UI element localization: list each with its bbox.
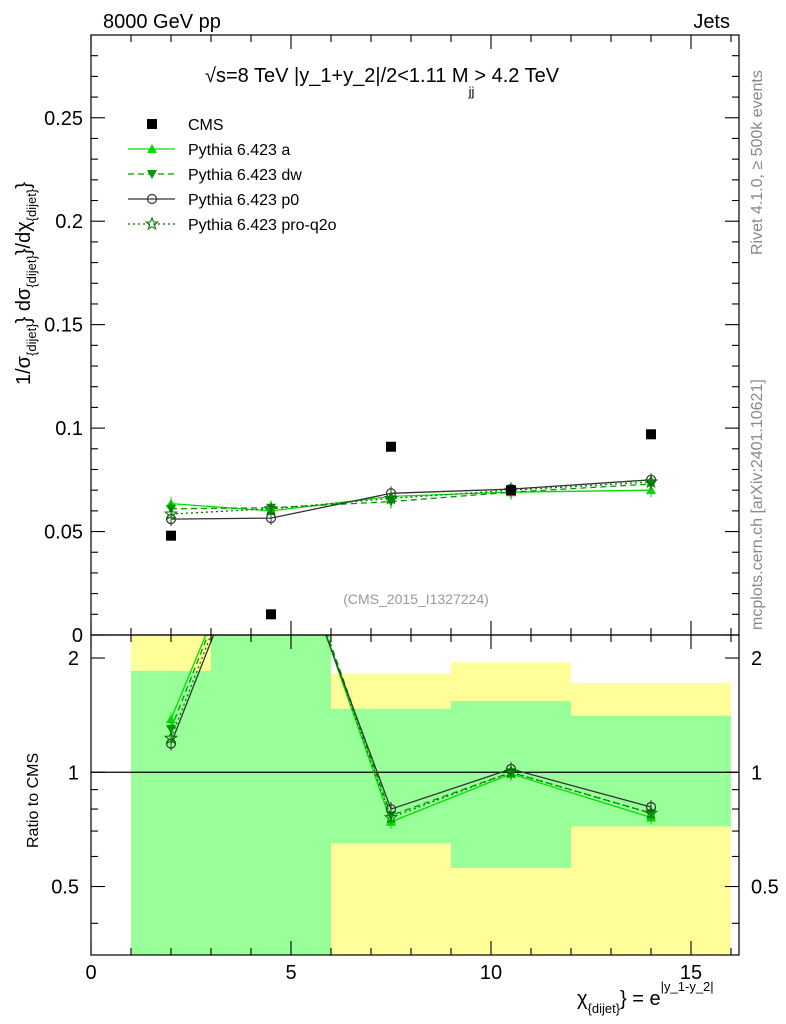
header-right: Jets <box>693 11 730 33</box>
title-text: s=8 TeV |y_1+y_2|/2<1.11 M <box>216 65 469 87</box>
ratio-y-tick-label-l-0: 0.5 <box>51 877 79 899</box>
header-left: 8000 GeV pp <box>103 11 221 33</box>
cms-point-3 <box>506 485 516 496</box>
ratio-y-tick-label-r-0: 0.5 <box>751 877 779 899</box>
legend-label-2: Pythia 6.423 dw <box>188 167 302 184</box>
ratio-series-marker-0-1 <box>266 472 276 481</box>
main-y-axis-label: 1/σ{dijet}} dσ{dijet}}/dχ{dijet}} <box>13 182 39 385</box>
x-tick-label-1: 5 <box>285 962 296 984</box>
ratio-uncertainty-bands <box>131 635 731 955</box>
x-tick-label-0: 0 <box>85 962 96 984</box>
main-title: √s=8 TeV |y_1+y_2|/2<1.11 Mjj> 4.2 TeV <box>205 65 560 99</box>
legend-label-0: CMS <box>188 117 224 134</box>
title-tail: > 4.2 TeV <box>474 65 559 87</box>
legend-marker-4 <box>144 216 160 231</box>
ratio-y-tick-label-r-2: 2 <box>751 648 762 670</box>
legend-label-1: Pythia 6.423 a <box>188 142 290 159</box>
ratio-y-tick-label-r-1: 1 <box>751 762 762 784</box>
cms-point-1 <box>266 609 276 620</box>
main-y-tick-label-0: 0 <box>72 625 83 647</box>
legend-label-4: Pythia 6.423 pro-q2o <box>188 217 337 234</box>
main-y-tick-label-1: 0.05 <box>44 522 83 544</box>
analysis-watermark: (CMS_2015_I1327224) <box>343 591 489 607</box>
ratio-y-tick-label-l-2: 2 <box>68 648 79 670</box>
legend-label-3: Pythia 6.423 p0 <box>188 192 299 209</box>
main-y-tick-label-2: 0.1 <box>55 418 83 440</box>
ratio-series-marker-2-1 <box>267 484 276 493</box>
ratio-series-marker-3-1 <box>265 474 276 485</box>
tick-labels: 0 5 10 15 0 0.05 0.1 0.15 0.2 0.25 0.5 0.5 1 1 2 2 <box>44 108 779 984</box>
x-axis-label: χ{dijet}} = e|y_1-y_2| <box>577 979 714 1016</box>
legend-marker-0 <box>147 119 157 129</box>
axis-ticks <box>90 35 739 955</box>
legend-marker-2 <box>147 170 157 179</box>
title-subscript: jj <box>468 84 475 99</box>
cms-point-4 <box>646 429 656 440</box>
cms-point-0 <box>166 530 176 541</box>
cms-data-points <box>166 429 656 620</box>
x-tick-label-3: 15 <box>680 962 702 984</box>
ratio-panel-frame <box>90 634 740 956</box>
ratio-band-green-1 <box>211 635 331 955</box>
main-series-group <box>163 472 659 527</box>
legend-marker-1 <box>147 144 157 153</box>
x-tick-label-2: 10 <box>480 962 502 984</box>
main-y-tick-label-5: 0.25 <box>44 108 83 130</box>
main-y-tick-label-3: 0.15 <box>44 315 83 337</box>
mcplots-label: mcplots.cern.ch [arXiv:2401.10621] <box>749 379 766 630</box>
ratio-series-marker-1-1 <box>266 470 276 479</box>
ratio-band-green-3 <box>451 701 571 868</box>
ratio-series-group <box>163 470 659 829</box>
rivet-version-label: Rivet 4.1.0, ≥ 500k events <box>749 70 766 255</box>
title-sqrt: √ <box>205 65 216 87</box>
ratio-y-axis-label: Ratio to CMS <box>25 753 42 848</box>
main-y-tick-label-4: 0.2 <box>55 211 83 233</box>
ratio-y-tick-label-l-1: 1 <box>68 762 79 784</box>
legend-marker-3 <box>146 193 158 205</box>
legend: CMS Pythia 6.423 a Pythia 6.423 dw Pythia 6… <box>128 117 337 234</box>
cms-point-2 <box>386 441 396 452</box>
